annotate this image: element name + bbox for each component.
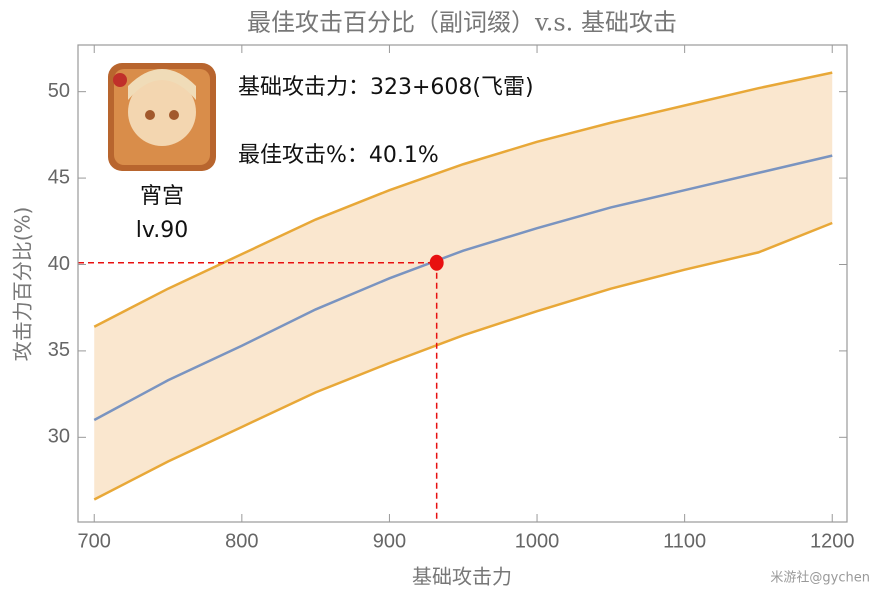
x-tick-label: 700 xyxy=(78,530,111,552)
character-level: lv.90 xyxy=(136,218,188,243)
avatar xyxy=(108,63,216,171)
highlight-point xyxy=(429,254,444,271)
x-tick-label: 1100 xyxy=(663,530,706,552)
series-line xyxy=(93,71,833,328)
x-tick-label: 800 xyxy=(225,530,258,552)
y-tick-label: 50 xyxy=(48,80,70,102)
x-tick-label: 1000 xyxy=(515,530,560,552)
character-name: 宵宫 xyxy=(140,184,184,209)
plot-area: 700 800 900 1000 1100 1200 30 35 40 45 50 xyxy=(48,44,855,552)
y-tick-label: 30 xyxy=(48,426,70,448)
annotation: 最佳攻击%：40.1% xyxy=(238,143,439,168)
x-tick-label: 900 xyxy=(373,530,406,552)
y-tick-label: 40 xyxy=(48,253,70,275)
y-tick-label: 45 xyxy=(48,166,70,188)
x-axis-label: 基础攻击力 xyxy=(412,565,512,589)
series-line xyxy=(93,154,833,422)
y-tick-label: 35 xyxy=(48,339,70,361)
chart-title: 最佳攻击百分比（副词缀）v.s. 基础攻击 xyxy=(247,9,677,37)
y-axis-label: 攻击力百分比(%) xyxy=(11,207,35,362)
watermark: 米游社@gychen xyxy=(770,570,870,586)
x-tick-label: 1200 xyxy=(810,530,855,552)
band-fill xyxy=(94,72,833,500)
series-line xyxy=(93,221,833,501)
frame xyxy=(77,44,848,523)
annotation: 基础攻击力：323+608(飞雷) xyxy=(238,75,534,100)
